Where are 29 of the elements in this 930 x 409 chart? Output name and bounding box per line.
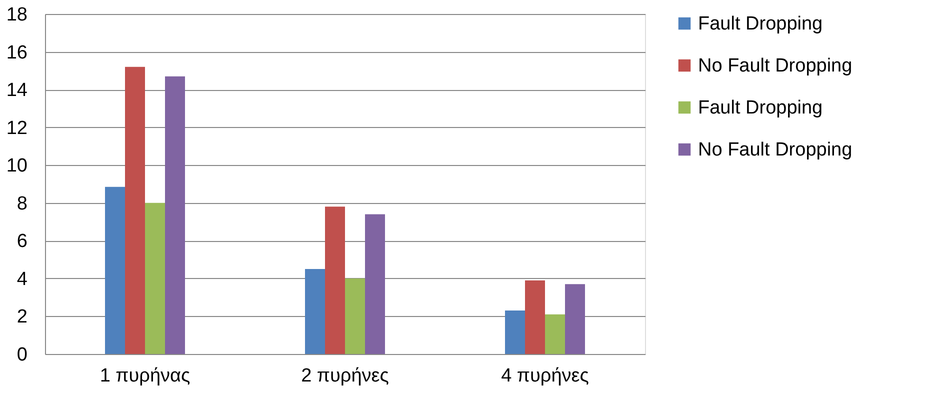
y-tick-label: 14 (6, 80, 28, 102)
bar (105, 186, 125, 354)
bar (525, 280, 545, 354)
y-tick-label: 0 (16, 344, 28, 366)
y-tick-label: 2 (16, 306, 28, 328)
bar (325, 206, 345, 354)
legend-label: Fault Dropping (698, 14, 823, 34)
bar (565, 284, 585, 354)
y-tick-label: 10 (6, 156, 28, 177)
bar (125, 66, 145, 354)
legend-label: Fault Dropping (698, 98, 823, 118)
bar (165, 76, 185, 354)
legend-label: No Fault Dropping (698, 56, 852, 76)
x-tick-label: 1 πυρήνας (100, 366, 190, 386)
y-tick-label: 4 (16, 268, 28, 290)
y-tick-label: 12 (6, 118, 28, 139)
bar (365, 214, 385, 354)
bar (545, 314, 565, 354)
bar (145, 202, 165, 354)
y-tick-label: 6 (16, 231, 28, 252)
bar (345, 278, 365, 354)
y-tick-label: 16 (6, 42, 28, 64)
y-tick-label: 18 (6, 4, 28, 26)
bar (305, 269, 325, 354)
y-tick-label: 8 (16, 193, 28, 214)
legend-label: No Fault Dropping (698, 140, 852, 160)
x-tick-label: 4 πυρήνες (501, 366, 589, 386)
x-tick-label: 2 πυρήνες (301, 366, 389, 386)
bar (505, 310, 525, 354)
